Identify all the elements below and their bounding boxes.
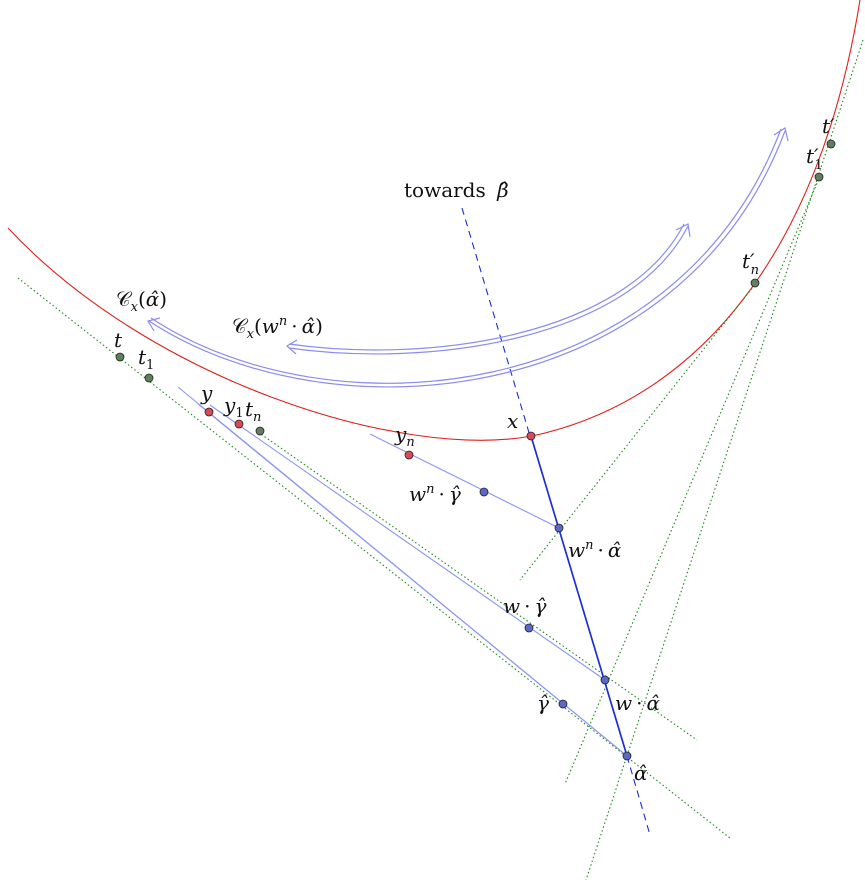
label-C-x-wn-alpha: 𝒞x(wn · α̂)	[232, 314, 323, 342]
alpha-extension-dashed-line	[626, 755, 651, 836]
label-t1prime: t′1	[806, 144, 823, 173]
point-w-gamma	[524, 623, 534, 633]
label-tprime: t′	[822, 114, 835, 138]
point-wn-gamma	[479, 487, 489, 497]
arrow-C-alpha-outer	[148, 130, 786, 388]
point-t	[115, 352, 125, 362]
arrow-C-alpha-inner	[150, 128, 782, 384]
point-t1	[144, 373, 154, 383]
beta-hat-symbol: β̂	[496, 178, 509, 202]
point-tprime	[826, 139, 836, 149]
label-C-x-alpha: 𝒞x(α̂)	[116, 287, 167, 315]
point-x	[526, 431, 536, 441]
arrowhead-C-alpha-left	[147, 317, 161, 332]
point-yn	[404, 450, 414, 460]
labels: towards β̂ 𝒞x(α̂) 𝒞x(wn · α̂) t t1 tn y y1…	[114, 114, 835, 785]
label-alpha: α̂	[634, 761, 648, 785]
dotted-line-t	[17, 277, 731, 839]
label-t1: t1	[138, 345, 154, 373]
arrowhead-C-wn-alpha-left	[285, 339, 298, 355]
point-tn	[255, 426, 265, 436]
label-tn: tn	[245, 397, 261, 425]
light-blue-lines	[177, 386, 628, 757]
arrowhead-C-alpha-right	[773, 127, 789, 142]
label-w-gamma: w · γ̂	[503, 594, 546, 618]
label-w-alpha: w · α̂	[615, 691, 660, 715]
label-wn-gamma: wn · γ̂	[409, 482, 461, 506]
line-y-alpha-2	[197, 403, 628, 757]
label-y: y	[200, 381, 213, 405]
point-wn-alpha	[554, 523, 564, 533]
label-wn-alpha: wn · α̂	[568, 538, 622, 562]
dotted-line-tprime	[585, 39, 864, 881]
point-w-alpha	[600, 675, 610, 685]
point-t1prime	[814, 172, 824, 182]
label-y1: y1	[223, 393, 244, 421]
double-arrows	[147, 127, 789, 388]
point-gamma	[558, 699, 568, 709]
point-alpha	[622, 751, 632, 761]
point-y	[204, 407, 214, 417]
x-to-alpha-segment	[530, 435, 628, 757]
dotted-line-tn	[257, 431, 698, 741]
dotted-line-t1prime	[564, 175, 821, 785]
label-yn: yn	[394, 422, 415, 450]
arrowhead-C-wn-alpha-right	[675, 223, 691, 238]
point-tnprime	[750, 278, 760, 288]
label-x: x	[507, 409, 518, 433]
label-t: t	[114, 328, 123, 352]
green-dotted-lines	[17, 39, 864, 881]
towards-text: towards	[404, 178, 486, 202]
label-gamma: γ̂	[537, 691, 549, 715]
label-towards-beta: towards β̂	[404, 178, 509, 202]
label-tnprime: t′n	[742, 249, 759, 278]
point-y1	[234, 419, 244, 429]
points	[115, 139, 836, 761]
line-y1-w-alpha	[209, 404, 606, 681]
towards-beta-dashed-line	[461, 207, 531, 437]
line-yn-wn-alpha	[369, 433, 560, 529]
arrow-C-wn-alpha-inner	[288, 223, 685, 351]
arrow-C-wn-alpha-outer	[288, 225, 689, 355]
